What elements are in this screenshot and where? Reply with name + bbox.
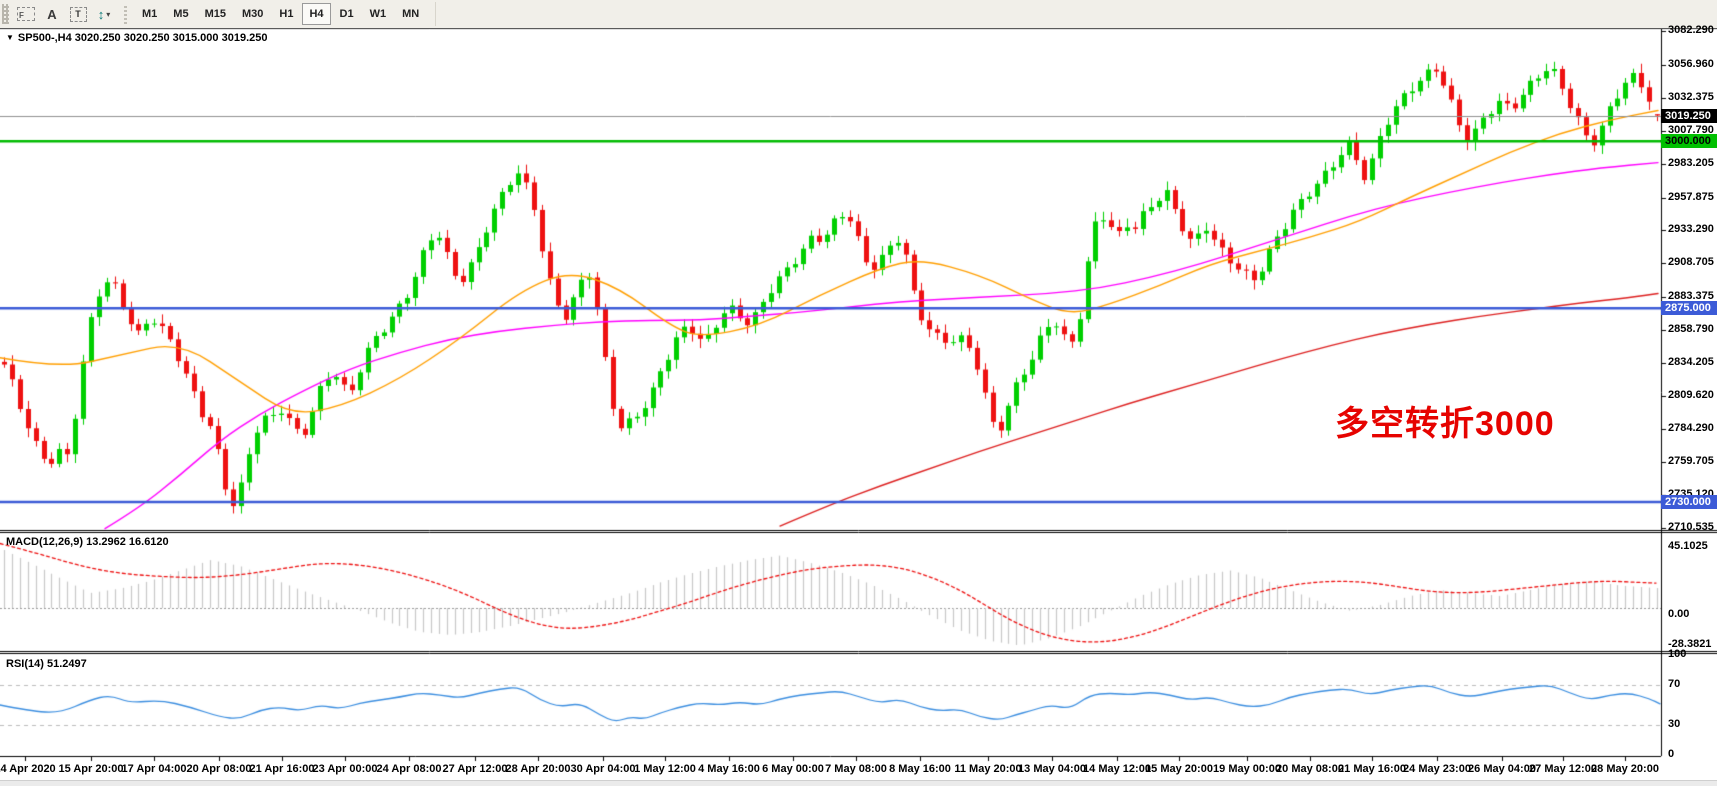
timeframe-button-d1[interactable]: D1 <box>339 8 354 20</box>
timeframe-button-mn[interactable]: MN <box>402 8 420 20</box>
time-axis-label: 8 May 16:00 <box>889 763 951 775</box>
time-axis-label: 24 Apr 08:00 <box>376 763 442 775</box>
frame-tool-button[interactable]: F <box>14 3 38 25</box>
price-axis-label: 3082.290 <box>1668 24 1714 37</box>
annotation-text: 多空转折3000 <box>1335 405 1555 443</box>
chevron-down-icon: ▼ <box>6 33 14 42</box>
price-tag: 3019.250 <box>1661 108 1717 123</box>
macd-scale-label: 0.00 <box>1668 608 1690 620</box>
time-axis-label: 30 Apr 04:00 <box>570 763 636 775</box>
time-axis-label: 17 Apr 04:00 <box>121 763 187 775</box>
text-tool-icon: A <box>47 6 57 22</box>
time-axis-label: 6 May 00:00 <box>762 763 824 775</box>
toolbar-grip[interactable] <box>2 4 9 24</box>
rsi-scale-label: 70 <box>1668 678 1681 690</box>
timeframe-button-m5[interactable]: M5 <box>173 8 189 20</box>
timeframe-button-h4[interactable]: H4 <box>302 3 331 25</box>
time-axis-label: 23 Apr 00:00 <box>312 763 378 775</box>
timeframe-button-m15[interactable]: M15 <box>204 8 226 20</box>
text-label-tool-button[interactable]: T <box>66 3 90 25</box>
time-axis-label: 21 May 16:00 <box>1338 763 1406 775</box>
price-axis-label: 2809.620 <box>1668 388 1714 401</box>
time-axis-label: 20 Apr 08:00 <box>186 763 252 775</box>
price-tag: 2730.000 <box>1661 494 1717 509</box>
time-axis-label: 27 Apr 12:00 <box>442 763 508 775</box>
toolbar-separator <box>122 4 129 24</box>
rsi-scale-label: 30 <box>1668 718 1681 730</box>
macd-indicator-label: MACD(12,26,9) 13.2962 16.6120 <box>6 536 169 548</box>
symbol-ohlc-text: SP500-,H4 3020.250 3020.250 3015.000 301… <box>17 32 268 44</box>
price-axis-label: 2858.790 <box>1668 322 1714 335</box>
time-axis-label: 21 Apr 16:00 <box>249 763 315 775</box>
macd-scale-label: -28.3821 <box>1668 638 1712 650</box>
time-axis-label: 28 Apr 20:00 <box>505 763 571 775</box>
time-axis-label: 20 May 08:00 <box>1276 763 1344 775</box>
time-axis-label: 13 May 04:00 <box>1018 763 1086 775</box>
price-axis-label: 2908.705 <box>1668 256 1714 269</box>
symbol-ohlc-line[interactable]: ▼ SP500-,H4 3020.250 3020.250 3015.000 30… <box>6 32 267 44</box>
rsi-scale-label: 100 <box>1668 648 1687 660</box>
arrows-tool-button[interactable]: ↕ ▾ <box>92 3 116 25</box>
time-axis-label: 26 May 04:00 <box>1468 763 1536 775</box>
chevron-down-icon[interactable]: ▾ <box>106 9 111 19</box>
timeframe-group: M1 M5 M15 M30 H1 H4 D1 W1 MN <box>134 3 427 25</box>
price-axis-label: 2983.205 <box>1668 156 1714 169</box>
text-label-tool-icon: T <box>69 6 87 22</box>
price-axis-label: 2883.375 <box>1668 290 1714 303</box>
price-axis-label: 2957.875 <box>1668 190 1714 203</box>
timeframe-button-m1[interactable]: M1 <box>142 8 158 20</box>
status-bar-edge <box>0 780 1717 786</box>
price-axis-label: 2933.290 <box>1668 223 1714 236</box>
rsi-scale-label: 0 <box>1668 748 1675 760</box>
toolbar-end-separator <box>435 2 437 26</box>
time-axis-label: 14 Apr 2020 <box>0 763 56 775</box>
timeframe-button-h1[interactable]: H1 <box>279 8 294 20</box>
price-axis-label: 3007.790 <box>1668 123 1714 136</box>
toolbar: F A T ↕ ▾ M1 M5 M15 M30 H1 H4 D1 W1 MN <box>0 0 1717 29</box>
price-axis-label: 3032.375 <box>1668 90 1714 103</box>
timeframe-button-m30[interactable]: M30 <box>241 8 264 20</box>
price-axis-label: 2710.535 <box>1668 521 1714 533</box>
time-axis-label: 11 May 20:00 <box>954 763 1022 775</box>
time-axis-label: 14 May 12:00 <box>1083 763 1151 775</box>
price-axis-label: 2759.705 <box>1668 455 1714 468</box>
text-tool-button[interactable]: A <box>40 3 64 25</box>
rsi-indicator-label: RSI(14) 51.2497 <box>6 658 87 670</box>
time-axis-label: 24 May 23:00 <box>1403 763 1471 775</box>
frame-tool-icon: F <box>17 7 35 21</box>
time-axis-label: 7 May 08:00 <box>825 763 887 775</box>
price-axis-label: 3056.960 <box>1668 58 1714 71</box>
price-tag: 2875.000 <box>1661 301 1717 316</box>
time-axis-label: 4 May 16:00 <box>698 763 760 775</box>
macd-scale-label: 45.1025 <box>1668 540 1708 553</box>
price-tag: 3000.000 <box>1661 134 1717 149</box>
time-axis-label: 27 May 12:00 <box>1529 763 1597 775</box>
price-axis-label: 2784.290 <box>1668 422 1714 435</box>
time-axis-label: 19 May 00:00 <box>1213 763 1281 775</box>
timeframe-button-w1[interactable]: W1 <box>369 8 387 20</box>
time-axis-label: 15 Apr 20:00 <box>58 763 124 775</box>
time-axis-label: 15 May 20:00 <box>1145 763 1213 775</box>
time-axis-label: 28 May 20:00 <box>1591 763 1659 775</box>
time-axis-label: 1 May 12:00 <box>634 763 696 775</box>
arrows-tool-icon: ↕ <box>97 6 105 22</box>
price-axis-label: 2834.205 <box>1668 355 1714 368</box>
